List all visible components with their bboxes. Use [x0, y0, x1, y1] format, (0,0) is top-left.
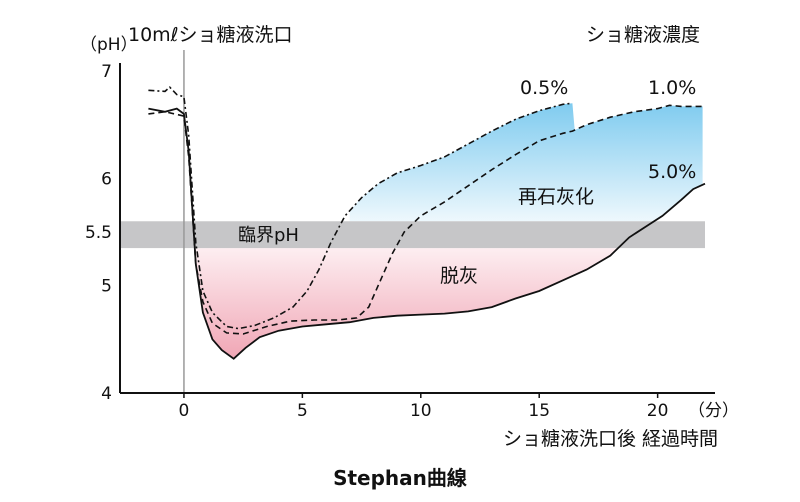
series-label-1-0-percent: 1.0% [648, 77, 696, 99]
series-line-5-0-percent [148, 107, 706, 360]
remineralization-area [349, 103, 703, 222]
demineralization-area [195, 248, 618, 359]
legend-title: ショ糖液濃度 [586, 24, 700, 46]
demineralization-label: 脱灰 [440, 265, 478, 287]
x-tick-label: 15 [528, 401, 550, 421]
x-tick-label: 5 [297, 401, 308, 421]
y-tick-label: 4 [101, 384, 112, 404]
remineralization-label: 再石灰化 [518, 186, 594, 208]
critical-ph-label: 臨界pH [238, 225, 299, 246]
series-line-0-5-percent [148, 85, 573, 330]
x-tick-label: 0 [179, 401, 190, 421]
series-label-5-0-percent: 5.0% [648, 161, 696, 183]
chart-title: Stephan曲線 [333, 466, 467, 490]
y-unit-label: （pH） [80, 35, 138, 55]
series-label-0-5-percent: 0.5% [520, 77, 568, 99]
x-axis-label: ショ糖液洗口後 経過時間 [503, 428, 718, 450]
critical-ph-band [120, 221, 705, 249]
x-tick-label: 20 [647, 401, 669, 421]
event-label: 10mℓショ糖液洗口 [128, 24, 293, 46]
x-unit-label: （分） [688, 401, 739, 421]
y-tick-label: 6 [101, 169, 112, 189]
y-tick-label: 5 [101, 277, 112, 297]
x-tick-label: 10 [410, 401, 432, 421]
y-tick-label: 5.5 [85, 223, 112, 243]
y-tick-label: 7 [101, 62, 112, 82]
